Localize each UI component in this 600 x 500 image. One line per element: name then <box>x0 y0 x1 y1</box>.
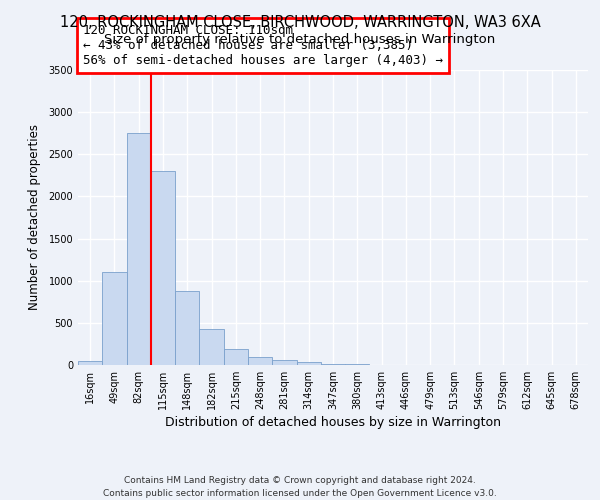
Bar <box>175 291 199 365</box>
Bar <box>78 361 102 365</box>
Bar <box>345 364 370 365</box>
Text: 120, ROCKINGHAM CLOSE, BIRCHWOOD, WARRINGTON, WA3 6XA: 120, ROCKINGHAM CLOSE, BIRCHWOOD, WARRIN… <box>59 15 541 30</box>
Text: 120 ROCKINGHAM CLOSE: 110sqm
← 43% of detached houses are smaller (3,385)
56% of: 120 ROCKINGHAM CLOSE: 110sqm ← 43% of de… <box>83 24 443 67</box>
Bar <box>296 362 321 365</box>
Text: Size of property relative to detached houses in Warrington: Size of property relative to detached ho… <box>104 32 496 46</box>
Text: Contains HM Land Registry data © Crown copyright and database right 2024.
Contai: Contains HM Land Registry data © Crown c… <box>103 476 497 498</box>
Bar <box>127 133 151 365</box>
Bar <box>272 360 296 365</box>
Bar <box>248 356 272 365</box>
Y-axis label: Number of detached properties: Number of detached properties <box>28 124 41 310</box>
Bar <box>199 329 224 365</box>
Bar <box>321 364 345 365</box>
Bar <box>151 171 175 365</box>
Bar <box>224 350 248 365</box>
Bar <box>102 272 127 365</box>
X-axis label: Distribution of detached houses by size in Warrington: Distribution of detached houses by size … <box>165 416 501 429</box>
